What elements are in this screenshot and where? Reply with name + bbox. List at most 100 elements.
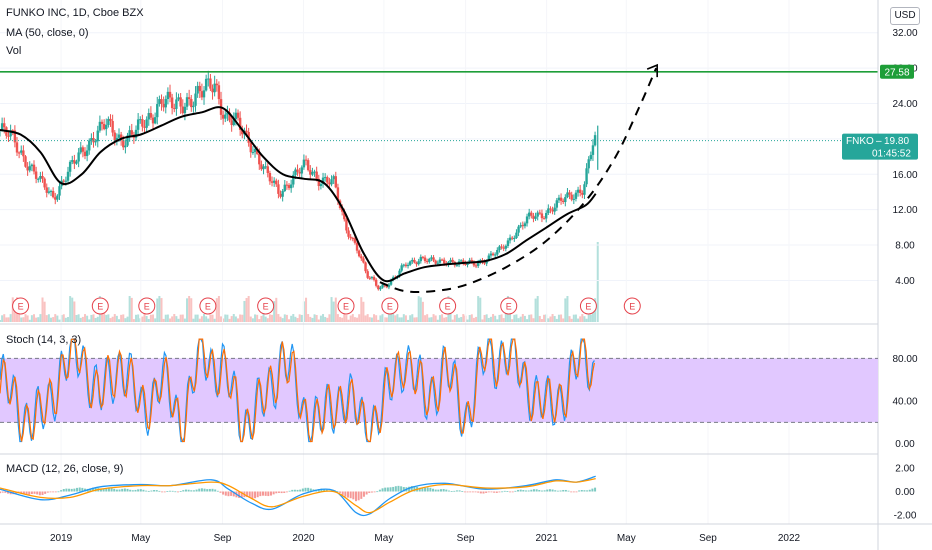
candle-body[interactable]	[476, 262, 480, 266]
candle-body[interactable]	[81, 147, 85, 152]
candle-body[interactable]	[330, 179, 333, 185]
candle-body[interactable]	[198, 85, 201, 92]
signal-line[interactable]	[0, 477, 596, 514]
candle-body[interactable]	[532, 215, 535, 219]
candle-body[interactable]	[24, 156, 27, 167]
ma-legend[interactable]: MA (50, close, 0)	[6, 27, 89, 39]
candle-body[interactable]	[94, 141, 97, 143]
candle-body[interactable]	[459, 260, 463, 262]
candle-body[interactable]	[402, 264, 406, 266]
candle-body[interactable]	[153, 117, 157, 124]
candle-body[interactable]	[141, 119, 144, 127]
candle-body[interactable]	[415, 262, 418, 265]
candle-body[interactable]	[434, 260, 437, 264]
candle-body[interactable]	[224, 114, 227, 119]
candle-body[interactable]	[113, 132, 116, 141]
candle-body[interactable]	[22, 150, 25, 157]
candle-body[interactable]	[306, 160, 310, 171]
candle-body[interactable]	[493, 254, 497, 256]
candle-body[interactable]	[173, 108, 176, 110]
candle-body[interactable]	[170, 97, 174, 109]
candle-body[interactable]	[513, 238, 516, 240]
candle-body[interactable]	[75, 161, 78, 164]
candle-body[interactable]	[417, 261, 420, 265]
candle-body[interactable]	[179, 97, 182, 107]
candle-body[interactable]	[292, 174, 295, 185]
candle-body[interactable]	[51, 190, 55, 198]
candle-body[interactable]	[442, 259, 446, 264]
candle-body[interactable]	[491, 253, 495, 256]
candle-body[interactable]	[536, 212, 539, 217]
candle-body[interactable]	[96, 130, 99, 142]
candle-body[interactable]	[100, 121, 104, 125]
candle-body[interactable]	[158, 99, 161, 105]
candle-body[interactable]	[117, 134, 121, 138]
candle-body[interactable]	[164, 99, 167, 108]
candle-body[interactable]	[211, 88, 214, 93]
candle-body[interactable]	[517, 226, 520, 233]
candle-body[interactable]	[17, 152, 21, 154]
candle-body[interactable]	[385, 285, 388, 288]
candle-body[interactable]	[196, 85, 199, 94]
candle-body[interactable]	[576, 189, 580, 193]
candle-body[interactable]	[272, 180, 276, 183]
candle-body[interactable]	[192, 105, 195, 108]
candle-body[interactable]	[340, 208, 344, 212]
candle-body[interactable]	[39, 175, 42, 179]
candle-body[interactable]	[500, 246, 503, 248]
candle-body[interactable]	[262, 166, 265, 170]
candle-body[interactable]	[66, 171, 70, 181]
candle-body[interactable]	[238, 117, 242, 130]
candle-body[interactable]	[260, 164, 263, 170]
candle-body[interactable]	[540, 213, 544, 219]
candle-body[interactable]	[64, 180, 68, 182]
candle-body[interactable]	[559, 197, 563, 201]
candle-body[interactable]	[451, 259, 454, 262]
earnings-marker[interactable]: E	[381, 297, 399, 315]
candle-body[interactable]	[544, 213, 548, 219]
candle-body[interactable]	[425, 261, 429, 263]
candle-body[interactable]	[26, 166, 29, 171]
candle-body[interactable]	[194, 93, 197, 106]
candle-body[interactable]	[160, 99, 163, 104]
candle-body[interactable]	[136, 119, 140, 130]
candle-body[interactable]	[45, 187, 48, 193]
candle-body[interactable]	[553, 207, 556, 212]
candle-body[interactable]	[71, 160, 74, 162]
candle-body[interactable]	[549, 208, 552, 210]
candle-body[interactable]	[98, 121, 102, 131]
candle-body[interactable]	[332, 176, 335, 180]
candle-body[interactable]	[343, 211, 346, 220]
candle-body[interactable]	[489, 253, 493, 256]
candle-body[interactable]	[156, 104, 159, 118]
candle-body[interactable]	[315, 171, 318, 179]
candle-body[interactable]	[105, 125, 108, 130]
candle-body[interactable]	[521, 225, 525, 227]
earnings-marker[interactable]: E	[623, 297, 641, 315]
candle-body[interactable]	[3, 123, 6, 128]
stoch-d-line[interactable]	[0, 338, 595, 443]
candle-body[interactable]	[264, 166, 267, 168]
candle-body[interactable]	[111, 120, 114, 133]
candle-body[interactable]	[502, 247, 505, 249]
candle-body[interactable]	[168, 91, 172, 98]
candle-body[interactable]	[400, 265, 403, 271]
candle-body[interactable]	[128, 130, 131, 136]
candle-body[interactable]	[351, 237, 354, 239]
candle-body[interactable]	[15, 142, 19, 153]
candle-body[interactable]	[241, 129, 244, 135]
candle-body[interactable]	[145, 119, 148, 128]
earnings-marker[interactable]: E	[257, 297, 275, 315]
candle-body[interactable]	[85, 150, 89, 157]
candle-body[interactable]	[20, 150, 23, 153]
candle-body[interactable]	[387, 284, 391, 288]
candle-body[interactable]	[568, 192, 571, 195]
macd-line[interactable]	[0, 475, 596, 517]
candle-body[interactable]	[109, 118, 112, 121]
earnings-marker[interactable]: E	[579, 297, 597, 315]
candle-body[interactable]	[455, 264, 459, 266]
candle-body[interactable]	[485, 260, 488, 264]
candle-body[interactable]	[362, 258, 365, 263]
candle-body[interactable]	[321, 177, 325, 185]
candle-body[interactable]	[28, 166, 31, 171]
